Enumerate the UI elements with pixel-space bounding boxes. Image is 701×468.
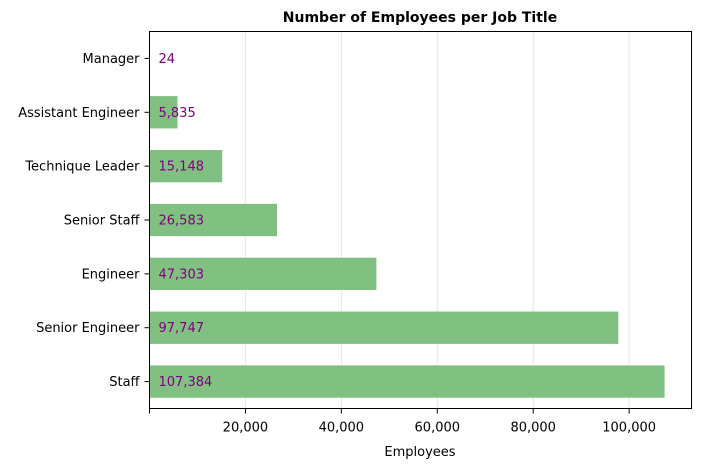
data-label: 5,835 xyxy=(159,106,196,121)
bar xyxy=(149,257,377,291)
category-label: Assistant Engineer xyxy=(18,106,140,121)
chart-title: Number of Employees per Job Title xyxy=(283,10,557,26)
bar xyxy=(149,365,665,398)
bars xyxy=(149,42,665,398)
category-label: Staff xyxy=(109,375,140,390)
bar xyxy=(149,311,619,344)
bar xyxy=(149,96,178,129)
data-label: 26,583 xyxy=(159,214,205,229)
data-label: 15,148 xyxy=(159,160,205,175)
bar xyxy=(149,203,278,237)
category-label: Senior Engineer xyxy=(36,321,140,336)
category-label: Manager xyxy=(83,52,141,67)
data-label: 107,384 xyxy=(159,375,213,390)
x-tick-label: 40,000 xyxy=(319,421,365,436)
data-labels: 24 5,835 15,148 26,583 47,303 97,747 107,384 xyxy=(159,52,213,390)
category-label: Engineer xyxy=(82,267,141,282)
x-tick-label: 100,000 xyxy=(602,421,656,436)
data-label: 47,303 xyxy=(159,267,205,282)
category-label: Senior Staff xyxy=(64,214,141,229)
category-labels: Manager Assistant Engineer Technique Leade… xyxy=(18,52,150,390)
category-label: Technique Leader xyxy=(24,160,140,175)
data-label: 24 xyxy=(159,52,176,67)
x-axis-ticks: 20,000 40,000 60,000 80,000 100,000 xyxy=(149,408,656,436)
x-tick-label: 80,000 xyxy=(510,421,556,436)
x-tick-label: 20,000 xyxy=(223,421,269,436)
x-tick-label: 60,000 xyxy=(415,421,461,436)
bar xyxy=(149,149,223,183)
plot-frame xyxy=(149,31,692,409)
data-label: 97,747 xyxy=(159,321,205,336)
x-axis-label: Employees xyxy=(384,445,455,460)
